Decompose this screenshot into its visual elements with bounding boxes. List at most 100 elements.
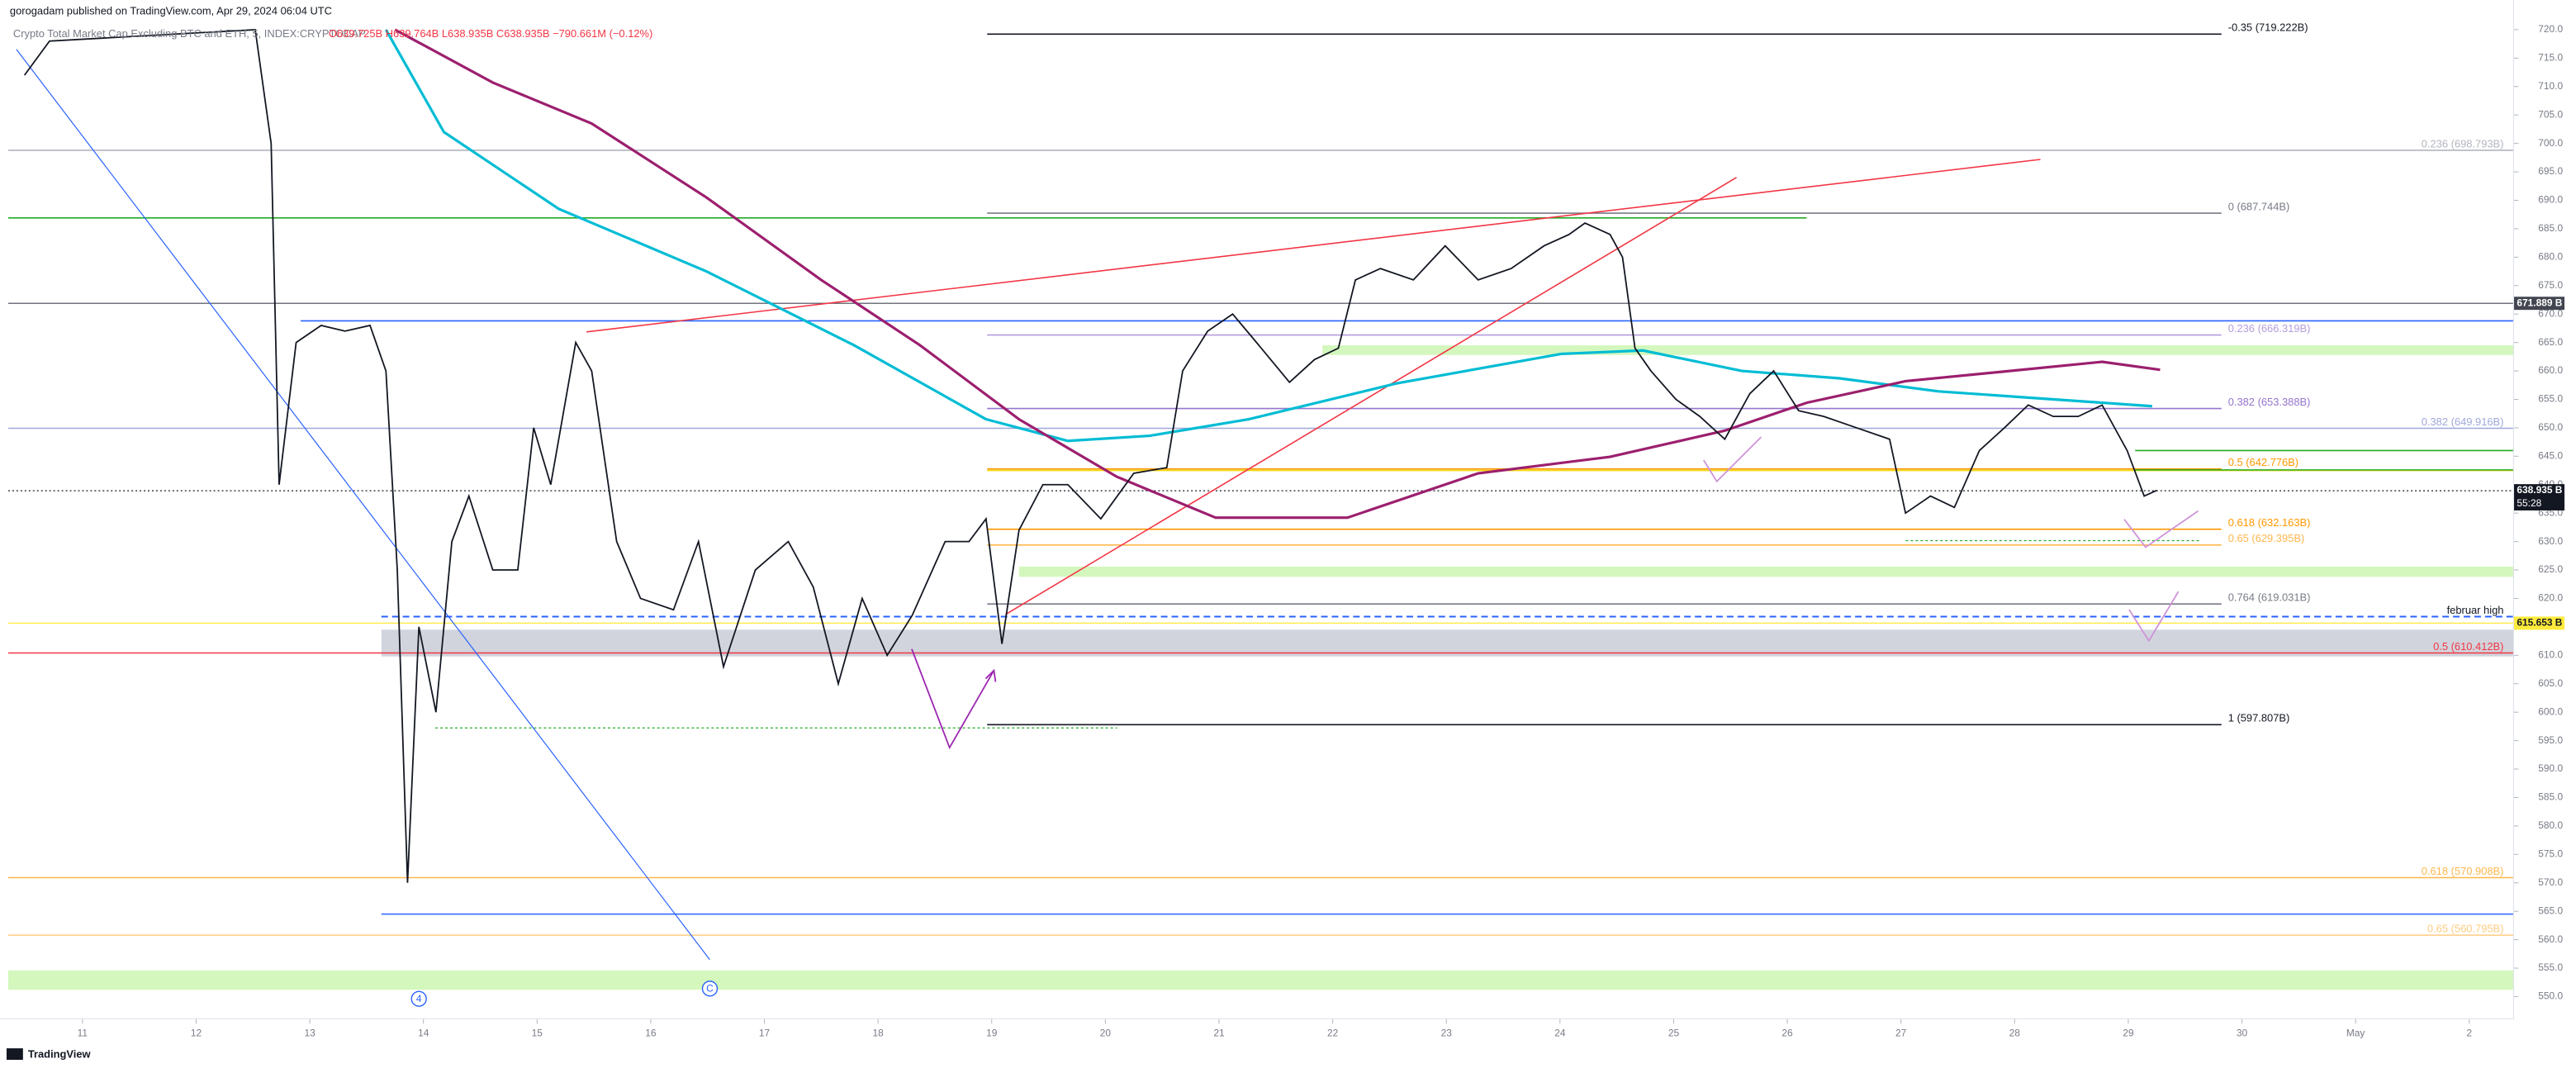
- zone-band: [7, 970, 2514, 990]
- level-label: 0.382 (649.916B): [2422, 415, 2504, 428]
- x-tick-label: 29: [2123, 1027, 2134, 1038]
- layer: -0.35 (719.222B) 0.236 (698.793B) 0 (687.7…: [7, 21, 2514, 990]
- level-label: 0.618 (632.163B): [2228, 516, 2311, 529]
- level-label: 0.5 (642.776B): [2228, 456, 2298, 468]
- arrow-path: [2123, 510, 2199, 548]
- x-tick-label: 28: [2009, 1027, 2021, 1038]
- y-tick-label: 605.0: [2538, 677, 2563, 689]
- x-tick-label: 30: [2237, 1027, 2248, 1038]
- wave-label: C: [706, 983, 714, 995]
- y-tick-label: 720.0: [2538, 23, 2563, 35]
- x-tick-label: 14: [418, 1027, 429, 1038]
- arrow-head: [984, 668, 997, 682]
- trendline: [586, 159, 2041, 333]
- moving-average: [394, 28, 2161, 520]
- trendline: [16, 49, 710, 961]
- x-tick-label: 20: [1100, 1027, 1112, 1038]
- ohlc: O639.725B H639.764B L638.935B C638.935B …: [329, 27, 653, 40]
- y-tick-label: 620.0: [2538, 592, 2563, 604]
- moving-average: [384, 29, 2152, 443]
- arrow-path: [2128, 591, 2180, 643]
- level-label: 0.65 (560.795B): [2427, 923, 2504, 935]
- level-label: 0.236 (666.319B): [2228, 322, 2311, 335]
- y-tick-label: 685.0: [2538, 222, 2563, 234]
- x-tick-label: 25: [1668, 1027, 1680, 1038]
- trendline: [1004, 177, 1737, 615]
- wave-label: 4: [416, 993, 422, 1004]
- y-tick-label: 715.0: [2538, 52, 2563, 64]
- x-tick-label: 27: [1895, 1027, 1907, 1038]
- level-label: 0.618 (570.908B): [2422, 865, 2504, 877]
- level-label: -0.35 (719.222B): [2228, 21, 2308, 34]
- x-tick-label: 26: [1781, 1027, 1793, 1038]
- y-tick-label: 585.0: [2538, 791, 2563, 803]
- y-tick-label: 555.0: [2538, 961, 2563, 973]
- level-label: februar high: [2447, 604, 2504, 616]
- zone-band: [1018, 566, 2514, 577]
- y-tick-label: 560.0: [2538, 933, 2563, 945]
- level-label: 0.5 (610.412B): [2433, 640, 2503, 653]
- y-tick-label: 670.0: [2538, 307, 2563, 319]
- price-tag: [2513, 297, 2565, 311]
- zone-band: [381, 629, 2514, 657]
- x-tick-label: 21: [1213, 1027, 1225, 1038]
- y-tick-label: 705.0: [2538, 108, 2563, 120]
- wave-circle: [701, 980, 719, 997]
- x-tick-label: 15: [532, 1027, 543, 1038]
- y-tick-label: 625.0: [2538, 563, 2563, 575]
- y-tick-label: 550.0: [2538, 990, 2563, 1002]
- y-tick-label: 660.0: [2538, 364, 2563, 376]
- level-label: 0.382 (653.388B): [2228, 396, 2311, 408]
- y-tick-label: 590.0: [2538, 762, 2563, 774]
- y-tick-label: 570.0: [2538, 876, 2563, 888]
- x-tick-label: 12: [191, 1027, 202, 1038]
- x-tick-label: 11: [78, 1027, 88, 1038]
- price-tag-sub: 55:28: [2517, 497, 2541, 509]
- layer: 550.0 555.0 560.0 565.0 570.0 575.0 580.0 585.0…: [23, 23, 2565, 1038]
- footer: TradingView: [28, 1047, 92, 1060]
- logo: [6, 1048, 23, 1061]
- header: gorogadam published on TradingView.com, …: [10, 4, 332, 17]
- chart-title: Crypto Total Market Cap Excluding BTC an…: [13, 27, 366, 40]
- price-tag: [2513, 484, 2565, 510]
- x-tick-label: 2: [2466, 1027, 2472, 1038]
- y-tick-label: 575.0: [2538, 847, 2563, 859]
- y-tick-label: 655.0: [2538, 393, 2563, 405]
- y-tick-label: 580.0: [2538, 819, 2563, 831]
- price-tag-label: 638.935 B: [2517, 484, 2562, 496]
- y-tick-label: 645.0: [2538, 449, 2563, 461]
- arrow-path: [911, 648, 995, 750]
- price-tag: [2513, 616, 2565, 630]
- x-tick-label: 19: [986, 1027, 998, 1038]
- y-tick-label: 630.0: [2538, 535, 2563, 547]
- level-label: 0 (687.744B): [2228, 200, 2290, 212]
- x-tick-label: 17: [759, 1027, 771, 1038]
- y-tick-label: 700.0: [2538, 137, 2563, 149]
- price-tag-label: 615.653 B: [2517, 617, 2562, 629]
- y-tick-label: 710.0: [2538, 80, 2563, 92]
- x-tick-label: May: [2346, 1027, 2365, 1038]
- x-tick-label: 22: [1327, 1027, 1339, 1038]
- y-tick-label: 595.0: [2538, 734, 2563, 746]
- level-label: 0.65 (629.395B): [2228, 532, 2305, 544]
- x-tick-label: 13: [304, 1027, 315, 1038]
- level-label: 0.764 (619.031B): [2228, 591, 2311, 604]
- y-tick-label: 650.0: [2538, 421, 2563, 433]
- x-tick-label: 24: [1554, 1027, 1566, 1038]
- x-tick-label: 18: [873, 1027, 885, 1038]
- x-tick-label: 16: [645, 1027, 657, 1038]
- price-line: [23, 28, 2157, 883]
- x-tick-label: 23: [1441, 1027, 1453, 1038]
- level-label: 1 (597.807B): [2228, 712, 2290, 724]
- y-tick-label: 680.0: [2538, 250, 2563, 262]
- y-tick-label: 675.0: [2538, 279, 2563, 291]
- arrow-path: [1702, 436, 1762, 483]
- y-tick-label: 610.0: [2538, 648, 2563, 660]
- y-tick-label: 600.0: [2538, 705, 2563, 717]
- wave-circle: [410, 990, 427, 1007]
- y-tick-label: 690.0: [2538, 194, 2563, 206]
- y-tick-label: 665.0: [2538, 336, 2563, 348]
